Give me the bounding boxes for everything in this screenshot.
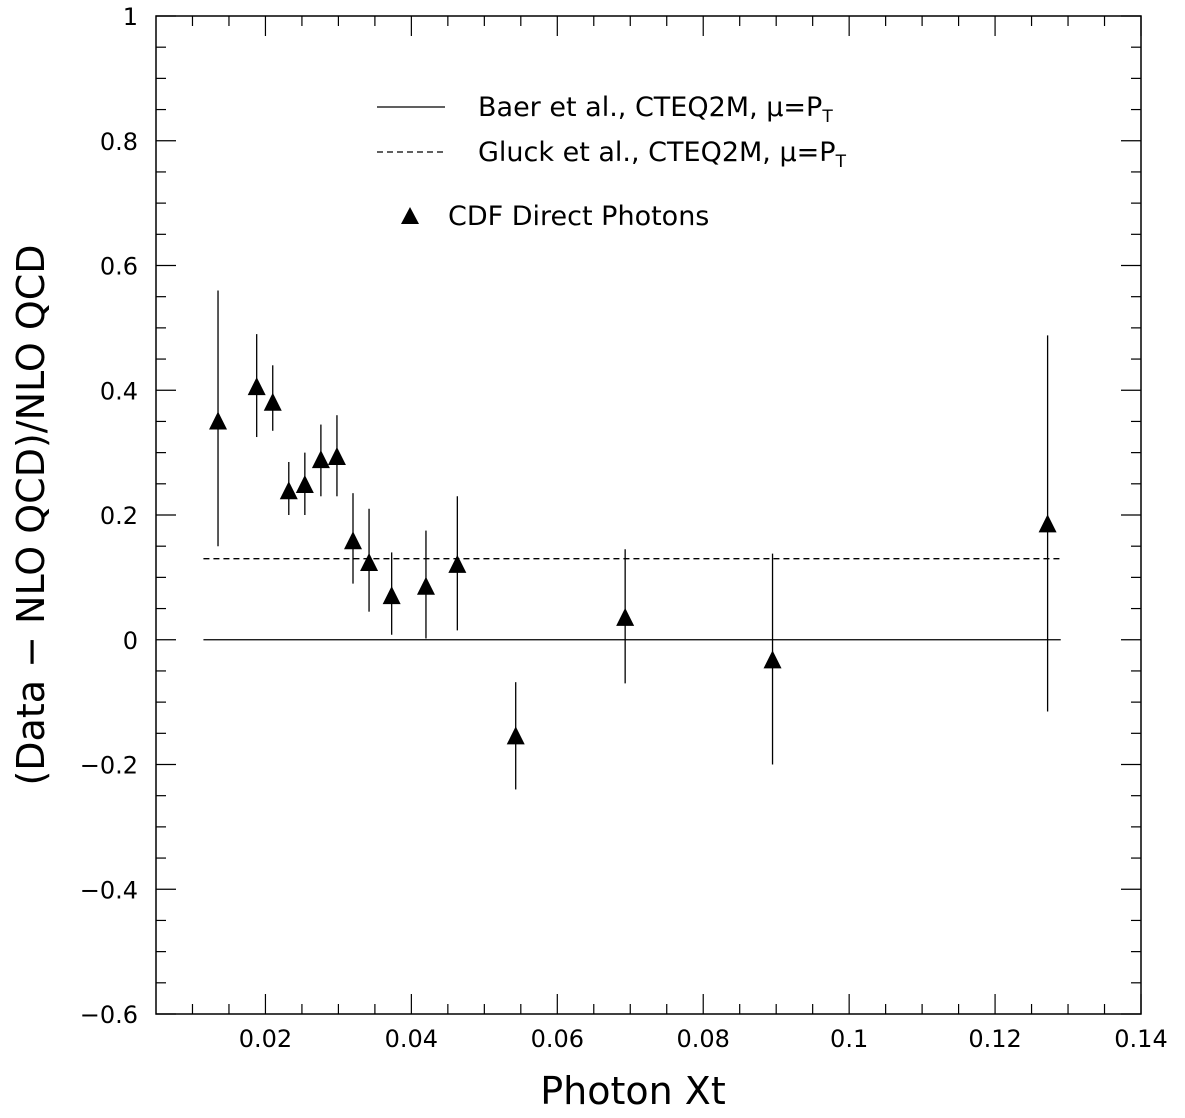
- x-tick-label: 0.06: [531, 1025, 584, 1053]
- data-point-triangle: [295, 475, 314, 494]
- data-point-triangle: [763, 650, 782, 669]
- y-tick-label: −0.6: [80, 1001, 138, 1029]
- y-tick-label: 0.8: [100, 128, 138, 156]
- data-point-triangle: [1038, 514, 1057, 533]
- data-point-triangle: [209, 411, 228, 430]
- x-axis-title: Photon Xt: [540, 1069, 726, 1113]
- legend-label-baer-text: Baer et al., CTEQ2M, μ=P: [478, 92, 822, 123]
- data-points: [209, 290, 1057, 790]
- x-tick-label: 0.08: [677, 1025, 730, 1053]
- x-tick-label: 0.02: [239, 1025, 292, 1053]
- legend-label-gluck: Gluck et al., CTEQ2M, μ=PT: [478, 137, 847, 172]
- y-tick-label: 0.6: [100, 253, 138, 281]
- y-tick-label: −0.4: [80, 876, 138, 904]
- data-point-triangle: [416, 576, 435, 595]
- data-point-triangle: [263, 392, 282, 411]
- legend-label-gluck-text: Gluck et al., CTEQ2M, μ=P: [478, 137, 836, 168]
- legend-label-baer: Baer et al., CTEQ2M, μ=PT: [478, 92, 833, 127]
- legend-label-cdf: CDF Direct Photons: [448, 201, 709, 232]
- y-tick-label: 0: [123, 627, 138, 655]
- y-tick-label: 1: [123, 3, 138, 31]
- data-point-triangle: [360, 553, 379, 572]
- x-tick-label: 0.12: [968, 1025, 1021, 1053]
- data-point-triangle: [247, 377, 266, 396]
- legend: Baer et al., CTEQ2M, μ=PT Gluck et al., …: [377, 92, 847, 232]
- x-tick-label: 0.14: [1114, 1025, 1167, 1053]
- data-point-triangle: [311, 450, 330, 469]
- data-point-triangle: [279, 481, 298, 500]
- data-point-triangle: [344, 531, 362, 550]
- y-tick-label: 0.2: [100, 502, 138, 530]
- theory-lines: [203, 558, 1061, 641]
- x-tick-label: 0.04: [385, 1025, 438, 1053]
- y-tick-label: 0.4: [100, 377, 138, 405]
- legend-label-gluck-subscript: T: [835, 152, 847, 172]
- axis-ticks: [156, 15, 1142, 1015]
- tick-labels: −0.6 −0.4 −0.2 0 0.2 0.4 0.6 0.8 1 0.02 0.04 0.06 0.…: [80, 3, 1168, 1053]
- legend-label-baer-subscript: T: [821, 107, 833, 127]
- x-tick-label: 0.1: [830, 1025, 868, 1053]
- data-point-triangle: [616, 607, 635, 626]
- data-point-triangle: [506, 726, 525, 745]
- data-point-triangle: [382, 586, 401, 605]
- data-point-triangle: [448, 554, 467, 573]
- legend-triangle-marker-icon: [401, 207, 419, 224]
- y-tick-label: −0.2: [80, 752, 138, 780]
- y-axis-title: (Data − NLO QCD)/NLO QCD: [9, 244, 53, 785]
- data-point-triangle: [327, 446, 346, 465]
